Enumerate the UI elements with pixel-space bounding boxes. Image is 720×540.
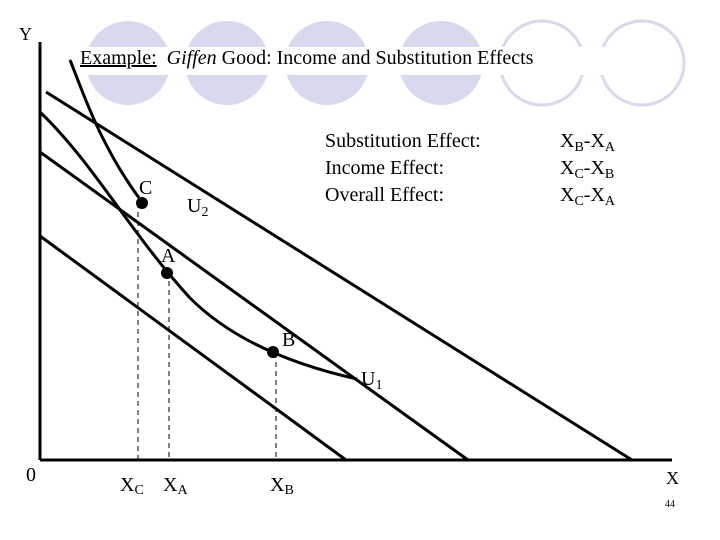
effects-labels: Substitution Effect: Income Effect: Over…: [325, 128, 481, 209]
y-axis-label: Y: [19, 24, 32, 44]
point-b-label: B: [282, 329, 295, 351]
point-c-label: C: [139, 177, 152, 199]
budget-line-compensated: [45, 90, 633, 462]
tick-label-xb: XB: [270, 474, 294, 498]
x-axis-label: X: [666, 468, 679, 488]
title-suffix: Good: Income and Substitution Effects: [216, 47, 534, 69]
effect-label-income: Income Effect:: [325, 157, 445, 179]
effect-label-overall: Overall Effect:: [325, 184, 445, 206]
slide-title: Example: Giffen Good: Income and Substit…: [80, 47, 533, 70]
effect-formula-income: XC-XB: [560, 157, 615, 182]
curve-u1-label: U1: [361, 368, 382, 393]
point-a-label: A: [161, 245, 176, 267]
budget-line-new: [39, 234, 347, 462]
effect-formula-substitution: XB-XA: [560, 130, 616, 155]
tick-label-xa: XA: [163, 474, 188, 498]
title-backdrop: [78, 47, 630, 75]
page-number: 44: [665, 499, 675, 510]
curve-u2-label: U2: [187, 195, 208, 220]
point-a-marker: [161, 267, 173, 279]
tick-label-xc: XC: [120, 474, 144, 498]
budget-line-original: [39, 150, 469, 462]
effect-formula-overall: XC-XA: [560, 184, 616, 209]
point-b-marker: [267, 346, 279, 358]
title-prefix: Example:: [80, 47, 157, 69]
indifference-curve-u2: [68, 59, 144, 203]
indifference-curve-u1: [38, 110, 358, 381]
effect-label-substitution: Substitution Effect:: [325, 130, 481, 152]
origin-label: 0: [26, 464, 36, 486]
point-c-marker: [136, 197, 148, 209]
effects-formulas: XB-XA XC-XB XC-XA: [560, 128, 615, 209]
title-italic: Giffen: [166, 47, 217, 69]
